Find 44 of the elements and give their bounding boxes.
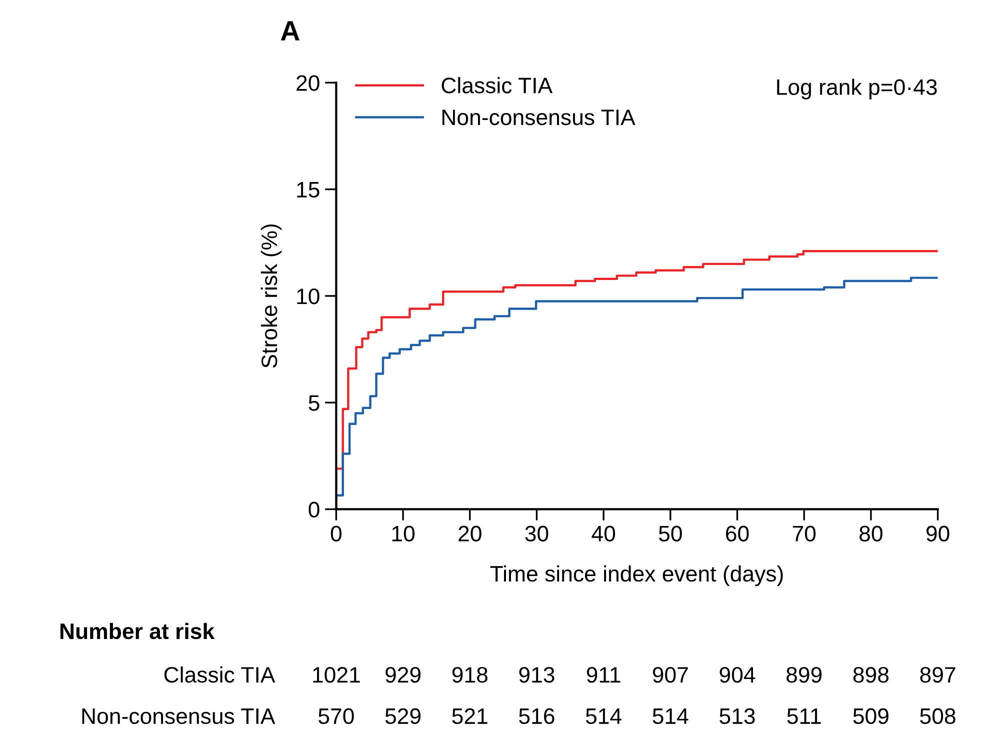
text: Classic TIA: [164, 666, 276, 683]
text: 913: [519, 666, 554, 683]
text: 918: [452, 666, 488, 683]
y-tick-label: 20: [296, 75, 320, 91]
x-tick-label: 10: [392, 526, 415, 542]
text: 521: [452, 708, 488, 724]
annotation: Log rank p=0·43: [777, 78, 937, 100]
text: 899: [786, 666, 822, 683]
text: 907: [652, 666, 688, 683]
text: 897: [920, 666, 956, 683]
x-tick-label: 70: [792, 526, 816, 542]
text: 1021: [313, 666, 360, 683]
text: Non-consensus TIA: [82, 708, 276, 724]
text: Number at risk: [60, 622, 215, 640]
text: 514: [586, 708, 622, 724]
text: 929: [386, 666, 421, 683]
text: 898: [853, 666, 889, 683]
x-tick-label: 90: [926, 526, 950, 542]
x-tick-label: 40: [592, 526, 616, 542]
y-tick-label: 10: [297, 288, 320, 304]
x-tick-label: 80: [860, 526, 882, 542]
legend-label: Classic TIA: [442, 77, 553, 94]
x-tick-label: 50: [658, 526, 682, 542]
text: 570: [318, 708, 354, 724]
text: 509: [853, 708, 888, 724]
text: 514: [652, 708, 688, 724]
text: 904: [720, 666, 756, 683]
text: 513: [720, 708, 755, 724]
x-tick-label: 0: [330, 526, 342, 542]
y-axis-title: Stroke risk (%): [260, 224, 282, 368]
text: 529: [385, 708, 421, 724]
text: 508: [920, 708, 956, 724]
chart-title: A: [280, 21, 300, 40]
text: 516: [519, 708, 554, 724]
x-tick-label: 30: [525, 526, 548, 542]
y-tick-label: 15: [297, 182, 320, 198]
x-axis-title: Time since index event (days): [490, 565, 783, 586]
legend-label: Non-consensus TIA: [442, 110, 636, 126]
x-tick-label: 20: [458, 526, 482, 542]
text: 511: [787, 708, 821, 724]
y-tick-label: 0: [308, 502, 320, 518]
text: 911: [586, 666, 620, 683]
y-tick-label: 5: [308, 395, 320, 411]
x-tick-label: 60: [726, 526, 749, 542]
